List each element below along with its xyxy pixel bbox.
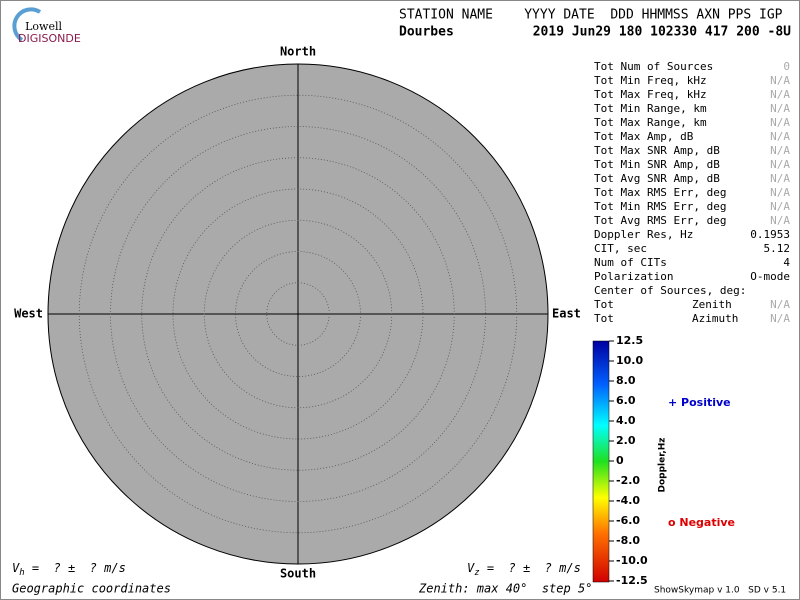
positive-legend: + Positive <box>668 396 731 409</box>
stat-label: Tot Min SNR Amp, dB <box>594 158 720 171</box>
logo-bottom: DIGISONDE <box>18 32 81 45</box>
stat-value: N/A <box>770 214 790 227</box>
stat-label: Tot Min RMS Err, deg <box>594 200 726 213</box>
stat-value: N/A <box>770 144 790 157</box>
stat-label: Doppler Res, Hz <box>594 228 693 241</box>
colorbar-tick-label: 4.0 <box>616 414 636 427</box>
center-scope: Tot <box>594 298 614 311</box>
colorbar-ticks: 12.5 10.0 8.0 6.0 4.0 2.0 0 -2.0 -4.0 -6.0 -8.0 -10… <box>609 334 648 587</box>
vz: Vz = ? ± ? m/s <box>467 561 581 578</box>
center-value: N/A <box>770 298 790 311</box>
stat-label: Tot Max SNR Amp, dB <box>594 144 720 157</box>
coords: Geographic coordinates <box>12 582 171 596</box>
east-label: East <box>552 307 581 321</box>
colorbar-tick-label: -6.0 <box>616 514 640 527</box>
colorbar-label: Doppler,Hz <box>658 437 668 492</box>
colorbar-tick-label: 10.0 <box>616 354 643 367</box>
center-title: Center of Sources, deg: <box>594 284 746 297</box>
stat-value: 4 <box>783 256 790 269</box>
colorbar-tick-label: 12.5 <box>616 334 643 347</box>
logo-arc <box>12 7 42 42</box>
logo-top: Lowell <box>25 20 62 33</box>
center-scope: Tot <box>594 312 614 325</box>
stat-label: Tot Max RMS Err, deg <box>594 186 726 199</box>
stat-label: Tot Max Amp, dB <box>594 130 694 143</box>
version: ShowSkymap v 1.0 SD v 5.1 <box>654 586 786 596</box>
vz-symbol: V <box>467 561 475 575</box>
stat-label: Tot Avg RMS Err, deg <box>594 214 726 227</box>
stat-value: 0.1953 <box>750 228 790 241</box>
colorbar-tick-label: 2.0 <box>616 434 636 447</box>
stat-label: Tot Max Freq, kHz <box>594 88 707 101</box>
stat-value: N/A <box>770 200 790 213</box>
vh: Vh = ? ± ? m/s <box>12 561 126 578</box>
zenith-ring <box>110 126 486 502</box>
stat-label: Tot Avg SNR Amp, dB <box>594 172 720 185</box>
stat-label: Polarization <box>594 270 673 283</box>
zenith-ring <box>172 188 424 440</box>
vh-text: = ? ± ? m/s <box>25 561 126 575</box>
zenith-info: Zenith: max 40° step 5° <box>418 582 592 596</box>
negative-legend: o Negative <box>668 516 735 529</box>
stat-value: N/A <box>770 102 790 115</box>
vh-sub: h <box>19 568 24 578</box>
stat-value: 5.12 <box>764 242 791 255</box>
colorbar-tick-label: -2.0 <box>616 474 640 487</box>
stat-value: N/A <box>770 172 790 185</box>
zenith-ring <box>266 282 330 346</box>
colorbar-tick-label: -8.0 <box>616 534 640 547</box>
zenith-ring <box>203 219 393 409</box>
stat-label: Num of CITs <box>594 256 667 269</box>
center-param: Azimuth <box>692 312 738 325</box>
colorbar-tick-label: 0 <box>616 454 624 467</box>
stat-value: O-mode <box>750 270 790 283</box>
north-label: North <box>280 45 316 59</box>
stat-value: N/A <box>770 116 790 129</box>
center-value: N/A <box>770 312 790 325</box>
stat-label: Tot Min Freq, kHz <box>594 74 707 87</box>
colorbar-tick-label: -10.0 <box>616 554 648 567</box>
stat-value: N/A <box>770 130 790 143</box>
stat-label: Tot Min Range, km <box>594 102 707 115</box>
colorbar-tick-label: -4.0 <box>616 494 640 507</box>
south-label: South <box>280 567 316 581</box>
stat-value: N/A <box>770 158 790 171</box>
stat-value: N/A <box>770 88 790 101</box>
zenith-ring <box>78 94 518 534</box>
colorbar-tick-label: 6.0 <box>616 394 636 407</box>
stat-value: N/A <box>770 186 790 199</box>
colorbar-tick-label: -12.5 <box>616 574 648 587</box>
stat-value: 0 <box>783 60 790 73</box>
header-values: 2019 Jun29 180 102330 417 200 -8U <box>533 25 791 40</box>
zenith-ring <box>235 251 361 377</box>
vz-text: = ? ± ? m/s <box>480 561 581 575</box>
vh-symbol: V <box>12 561 20 575</box>
stat-label: Tot Max Range, km <box>594 116 707 129</box>
colorbar-tick-label: 8.0 <box>616 374 636 387</box>
colorbar <box>592 340 610 583</box>
station: Dourbes <box>399 25 454 40</box>
stats-table: Tot Num of Sources 0 Tot Min Freq, kHz N/A T… <box>594 60 790 325</box>
header-columns: STATION NAME YYYY DATE DDD HHMMSS AXN PP… <box>399 8 783 23</box>
west-label: West <box>14 307 43 321</box>
stat-value: N/A <box>770 74 790 87</box>
zenith-ring <box>141 157 455 471</box>
skymap <box>47 63 549 565</box>
stat-label: CIT, sec <box>594 242 647 255</box>
center-param: Zenith <box>692 298 732 311</box>
vz-sub: z <box>474 568 479 578</box>
stat-label: Tot Num of Sources <box>594 60 713 73</box>
